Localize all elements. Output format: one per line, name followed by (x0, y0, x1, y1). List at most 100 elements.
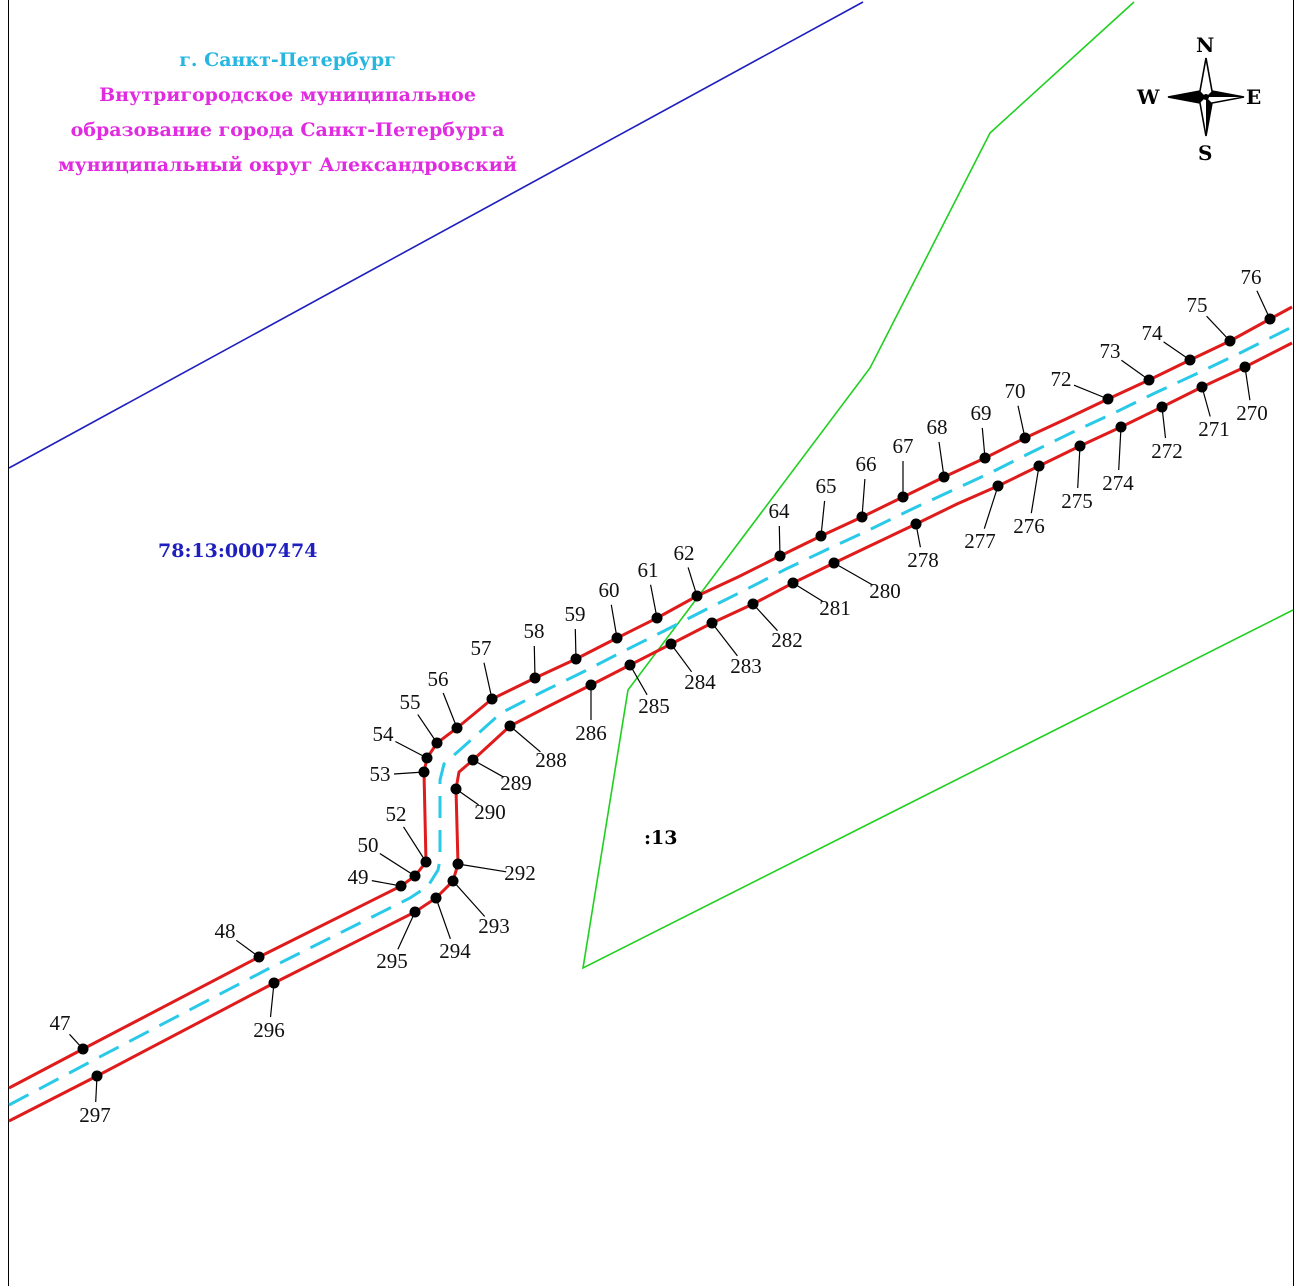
point-marker (624, 659, 636, 671)
point-marker (1264, 313, 1276, 325)
north-point-60: 60 (599, 578, 623, 644)
point-label: 280 (869, 579, 901, 603)
point-label: 276 (1013, 514, 1045, 538)
south-point-293: 293 (447, 875, 510, 938)
point-leader-line (472, 759, 505, 778)
point-label: 62 (674, 541, 695, 565)
south-point-285: 285 (624, 659, 670, 718)
point-leader-line (752, 603, 778, 632)
point-label: 277 (964, 529, 996, 553)
point-leader-line (983, 485, 999, 529)
point-label: 48 (215, 919, 236, 943)
north-point-61: 61 (638, 558, 663, 624)
point-leader-line (379, 852, 416, 877)
point-label: 270 (1236, 401, 1268, 425)
point-marker (430, 892, 442, 904)
point-marker (268, 977, 280, 989)
point-marker (467, 754, 479, 766)
point-label: 54 (373, 722, 395, 746)
north-point-49: 49 (348, 865, 407, 892)
north-point-48: 48 (215, 919, 265, 963)
compass-rose: N S W E (1136, 33, 1261, 165)
north-point-69: 69 (971, 401, 992, 464)
point-label: 278 (907, 548, 939, 572)
point-label: 288 (535, 748, 567, 772)
point-marker (651, 612, 663, 624)
point-label: 55 (400, 690, 421, 714)
south-point-295: 295 (376, 906, 421, 973)
point-label: 68 (927, 415, 948, 439)
point-marker (1184, 354, 1196, 366)
point-label: 53 (370, 762, 391, 786)
south-point-284: 284 (665, 638, 716, 694)
point-label: 289 (500, 771, 532, 795)
point-leader-line (861, 478, 866, 518)
point-marker (421, 752, 433, 764)
point-marker (787, 577, 799, 589)
south-point-275: 275 (1061, 440, 1093, 513)
point-marker (828, 557, 840, 569)
point-marker (665, 638, 677, 650)
north-point-74: 74 (1142, 321, 1196, 366)
point-marker (1143, 374, 1155, 386)
point-marker (486, 693, 498, 705)
point-leader-line (670, 643, 693, 673)
point-label: 61 (638, 558, 659, 582)
point-marker (1102, 393, 1114, 405)
point-leader-line (938, 441, 945, 478)
south-point-286: 286 (575, 679, 607, 745)
point-leader-line (1077, 445, 1081, 489)
point-label: 56 (428, 667, 449, 691)
point-leader-line (1121, 359, 1150, 381)
point-marker (938, 471, 950, 483)
point-leader-line (711, 622, 738, 657)
point-marker (451, 722, 463, 734)
parcel-boundary-line (581, 1, 1294, 970)
map-frame (8, 0, 1294, 1286)
point-marker (1196, 381, 1208, 393)
point-marker (910, 518, 922, 530)
point-label: 285 (638, 694, 670, 718)
south-point-288: 288 (504, 720, 567, 772)
point-label: 272 (1151, 439, 1183, 463)
municipality-title-line-1: Внутригородское муниципальное (99, 84, 476, 106)
south-point-278: 278 (907, 518, 939, 572)
point-leader-line (820, 500, 826, 537)
point-label: 75 (1187, 293, 1208, 317)
point-leader-line (452, 880, 486, 917)
north-point-66: 66 (856, 452, 877, 523)
point-leader-line (435, 897, 451, 939)
point-leader-line (397, 911, 416, 950)
point-marker (706, 617, 718, 629)
point-label: 73 (1100, 339, 1121, 363)
point-marker (1239, 361, 1251, 373)
north-point-55: 55 (400, 690, 443, 749)
point-label: 297 (79, 1103, 111, 1127)
north-point-65: 65 (815, 474, 837, 542)
point-leader-line (1118, 426, 1122, 471)
point-label: 76 (1241, 265, 1262, 289)
north-point-59: 59 (565, 602, 586, 665)
point-leader-line (457, 863, 507, 873)
point-leader-line (1206, 315, 1231, 342)
point-label: 274 (1102, 471, 1134, 495)
point-marker (529, 672, 541, 684)
point-label: 72 (1051, 367, 1072, 391)
point-marker (897, 491, 909, 503)
quarter-boundary-line (8, 1, 864, 469)
point-label: 295 (376, 949, 408, 973)
south-point-297: 297 (79, 1070, 111, 1127)
point-marker (420, 856, 432, 868)
point-marker (691, 590, 703, 602)
point-marker (431, 737, 443, 749)
municipality-title-line-2: образование города Санкт-Петербурга (70, 119, 505, 141)
point-label: 69 (971, 401, 992, 425)
south-point-282: 282 (747, 598, 803, 652)
point-marker (856, 511, 868, 523)
point-marker (504, 720, 516, 732)
north-point-67: 67 (893, 434, 914, 503)
point-leader-line (1244, 366, 1251, 401)
point-marker (452, 858, 464, 870)
south-point-272: 272 (1151, 401, 1183, 463)
